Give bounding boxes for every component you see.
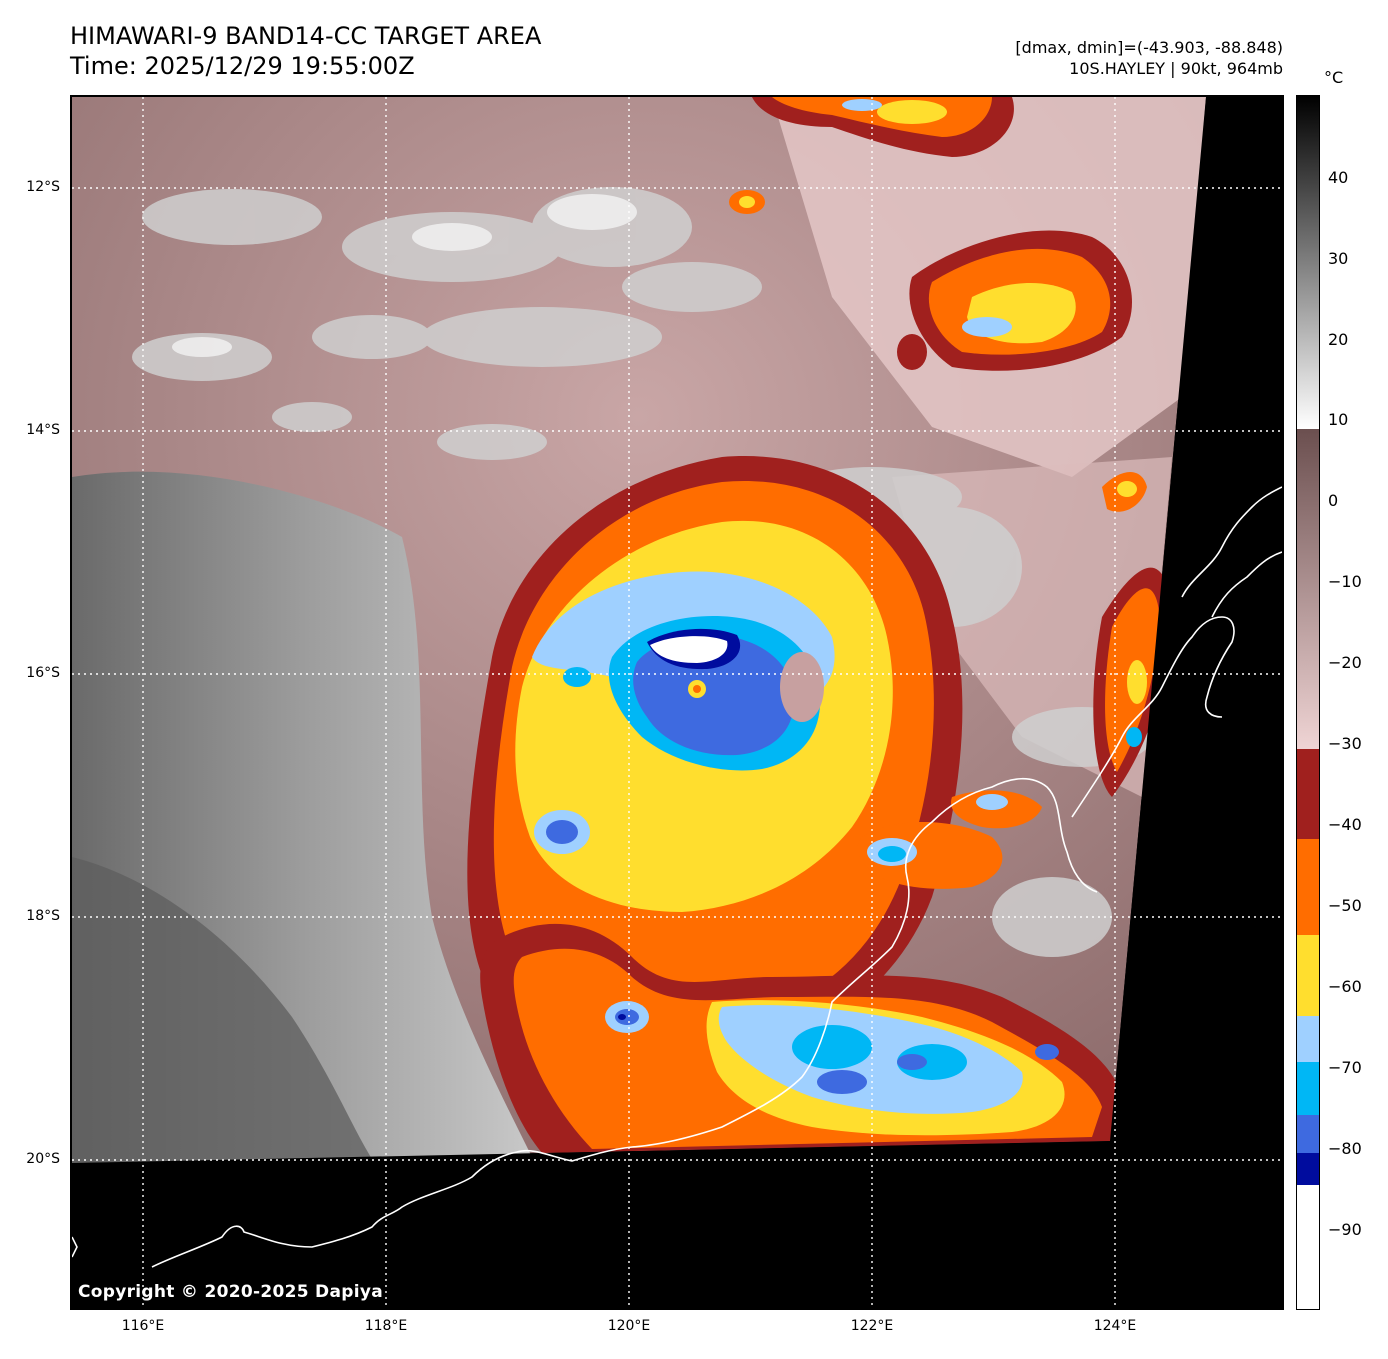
colorbar-white — [1297, 1185, 1319, 1309]
colorbar-tick: −50 — [1328, 896, 1362, 915]
colorbar-tick: −90 — [1328, 1220, 1362, 1239]
lat-label-16s: 16°S — [26, 665, 60, 681]
colorbar-tick: −80 — [1328, 1139, 1362, 1158]
cyclone-core — [467, 456, 963, 1065]
colorbar-scale — [1297, 96, 1319, 1309]
lon-label-124e: 124°E — [1093, 1318, 1137, 1334]
colorbar — [1296, 95, 1320, 1310]
colorbar-tick: 40 — [1328, 168, 1349, 187]
colorbar-navy — [1297, 1153, 1319, 1185]
colorbar-gray-segment — [1297, 96, 1319, 429]
colorbar-orange — [1297, 839, 1319, 935]
colorbar-tick: −40 — [1328, 815, 1362, 834]
colorbar-tick: −20 — [1328, 653, 1362, 672]
colorbar-tick: −30 — [1328, 734, 1362, 753]
lat-label-20s: 20°S — [26, 1151, 60, 1167]
colorbar-pink-segment — [1297, 429, 1319, 749]
lat-label-12s: 12°S — [26, 179, 60, 195]
image-title: HIMAWARI-9 BAND14-CC TARGET AREA — [70, 22, 542, 50]
colorbar-light-blue — [1297, 1016, 1319, 1062]
cloud-top-coldest — [650, 636, 728, 663]
colorbar-royal-blue — [1297, 1115, 1319, 1153]
storm-info: 10S.HAYLEY | 90kt, 964mb — [1069, 59, 1283, 78]
colorbar-tick: 30 — [1328, 249, 1349, 268]
eastern-convection — [857, 334, 1172, 889]
colorbar-tick: −70 — [1328, 1058, 1362, 1077]
colorbar-cyan — [1297, 1062, 1319, 1115]
copyright-text: Copyright © 2020-2025 Dapiya — [78, 1282, 383, 1302]
colorbar-tick: 20 — [1328, 330, 1349, 349]
lat-lon-grid — [72, 97, 1282, 1308]
coastline — [72, 486, 1282, 1268]
colorbar-unit: °C — [1324, 68, 1344, 87]
lon-label-120e: 120°E — [607, 1318, 651, 1334]
lon-label-122e: 122°E — [850, 1318, 894, 1334]
lon-label-116e: 116°E — [121, 1318, 165, 1334]
colorbar-tick: 10 — [1328, 410, 1349, 429]
satellite-map: Copyright © 2020-2025 Dapiya — [70, 95, 1284, 1310]
lat-label-18s: 18°S — [26, 908, 60, 924]
colorbar-tick: 0 — [1328, 491, 1339, 510]
lon-label-118e: 118°E — [364, 1318, 408, 1334]
southern-rainband — [480, 923, 1122, 1153]
colorbar-yellow — [1297, 935, 1319, 1016]
no-data-area — [72, 97, 1282, 1308]
dmax-dmin-info: [dmax, dmin]=(-43.903, -88.848) — [1015, 38, 1283, 57]
lat-label-14s: 14°S — [26, 422, 60, 438]
colorbar-tick: −10 — [1328, 572, 1362, 591]
colorbar-tick: −60 — [1328, 977, 1362, 996]
satellite-image — [72, 97, 1282, 1308]
ne-convection — [729, 97, 1132, 371]
image-time: Time: 2025/12/29 19:55:00Z — [70, 52, 415, 80]
colorbar-dark-red — [1297, 749, 1319, 839]
